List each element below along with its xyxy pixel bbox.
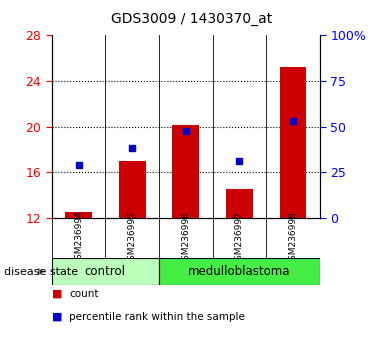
Text: GSM236996: GSM236996 — [181, 211, 190, 266]
Bar — [280, 67, 306, 218]
Bar — [65, 212, 92, 218]
Text: GSM236997: GSM236997 — [235, 211, 244, 266]
Text: percentile rank within the sample: percentile rank within the sample — [69, 312, 245, 322]
Bar — [159, 258, 320, 285]
Text: ■: ■ — [52, 289, 62, 299]
Text: count: count — [69, 289, 98, 299]
Text: GSM236995: GSM236995 — [128, 211, 137, 266]
Text: control: control — [85, 265, 126, 278]
Text: GDS3009 / 1430370_at: GDS3009 / 1430370_at — [111, 12, 272, 27]
Bar — [119, 161, 146, 218]
Text: GSM236994: GSM236994 — [74, 211, 83, 266]
Bar — [172, 125, 199, 218]
Bar — [226, 189, 253, 218]
Text: ■: ■ — [52, 312, 62, 322]
Text: GSM236998: GSM236998 — [288, 211, 298, 266]
Bar — [52, 258, 159, 285]
Text: disease state: disease state — [4, 267, 78, 277]
Text: medulloblastoma: medulloblastoma — [188, 265, 291, 278]
